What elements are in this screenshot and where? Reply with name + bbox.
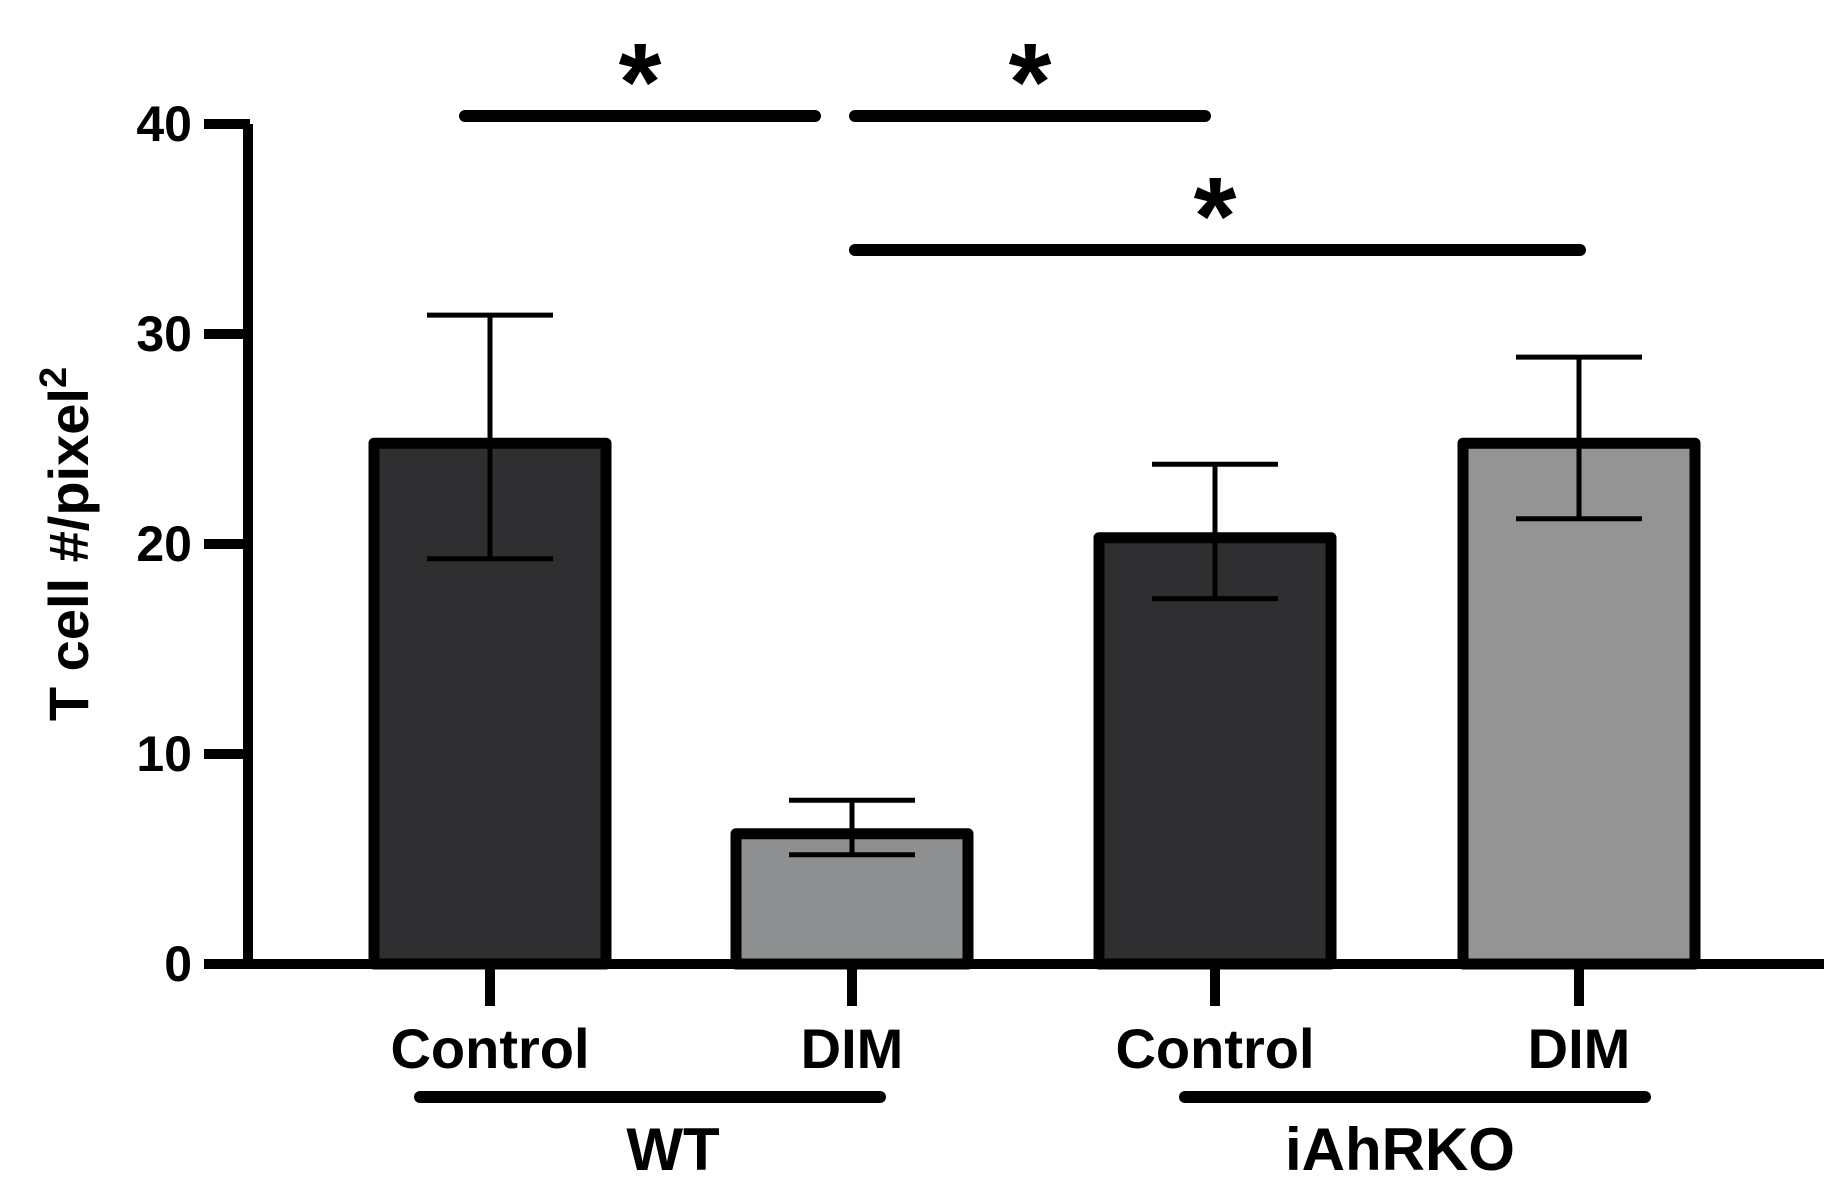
y-tick-label-0: 0 (164, 936, 192, 992)
category-label-0: Control (390, 1017, 589, 1080)
group-label-wt: WT (626, 1116, 719, 1183)
group-label-iahrko: iAhRKO (1285, 1116, 1515, 1183)
y-ticks: 0 10 20 30 40 (136, 96, 250, 992)
y-axis-label-superscript: 2 (33, 367, 75, 388)
sig-star-2: * (1194, 155, 1237, 278)
error-bar-2 (1152, 461, 1278, 602)
sig-star-0: * (619, 21, 662, 144)
category-labels: Control DIM Control DIM (390, 1017, 1630, 1080)
bar-2 (1093, 532, 1337, 970)
y-axis-label: T cell #/pixel2 (33, 367, 100, 721)
error-bars-layer (427, 312, 1642, 858)
x-ticks (485, 964, 1584, 1006)
sig-star-1: * (1009, 21, 1052, 144)
bars-layer (368, 437, 1701, 970)
y-tick-label-4: 40 (136, 96, 192, 152)
bar-3 (1457, 437, 1701, 970)
error-bar-1 (789, 797, 915, 858)
y-axis: 0 10 20 30 40 (136, 96, 253, 992)
y-tick-label-3: 30 (136, 306, 192, 362)
category-label-1: DIM (801, 1017, 904, 1080)
error-bar-3 (1516, 354, 1642, 522)
category-label-3: DIM (1528, 1017, 1631, 1080)
significance-markers: * * * (459, 21, 1586, 278)
y-tick-label-1: 10 (136, 726, 192, 782)
y-tick-label-2: 20 (136, 516, 192, 572)
error-bar-0 (427, 312, 553, 562)
x-axis (204, 959, 1824, 1006)
y-axis-label-text: T cell #/pixel (37, 388, 100, 721)
category-label-2: Control (1115, 1017, 1314, 1080)
group-brackets: WT iAhRKO (414, 1091, 1651, 1183)
